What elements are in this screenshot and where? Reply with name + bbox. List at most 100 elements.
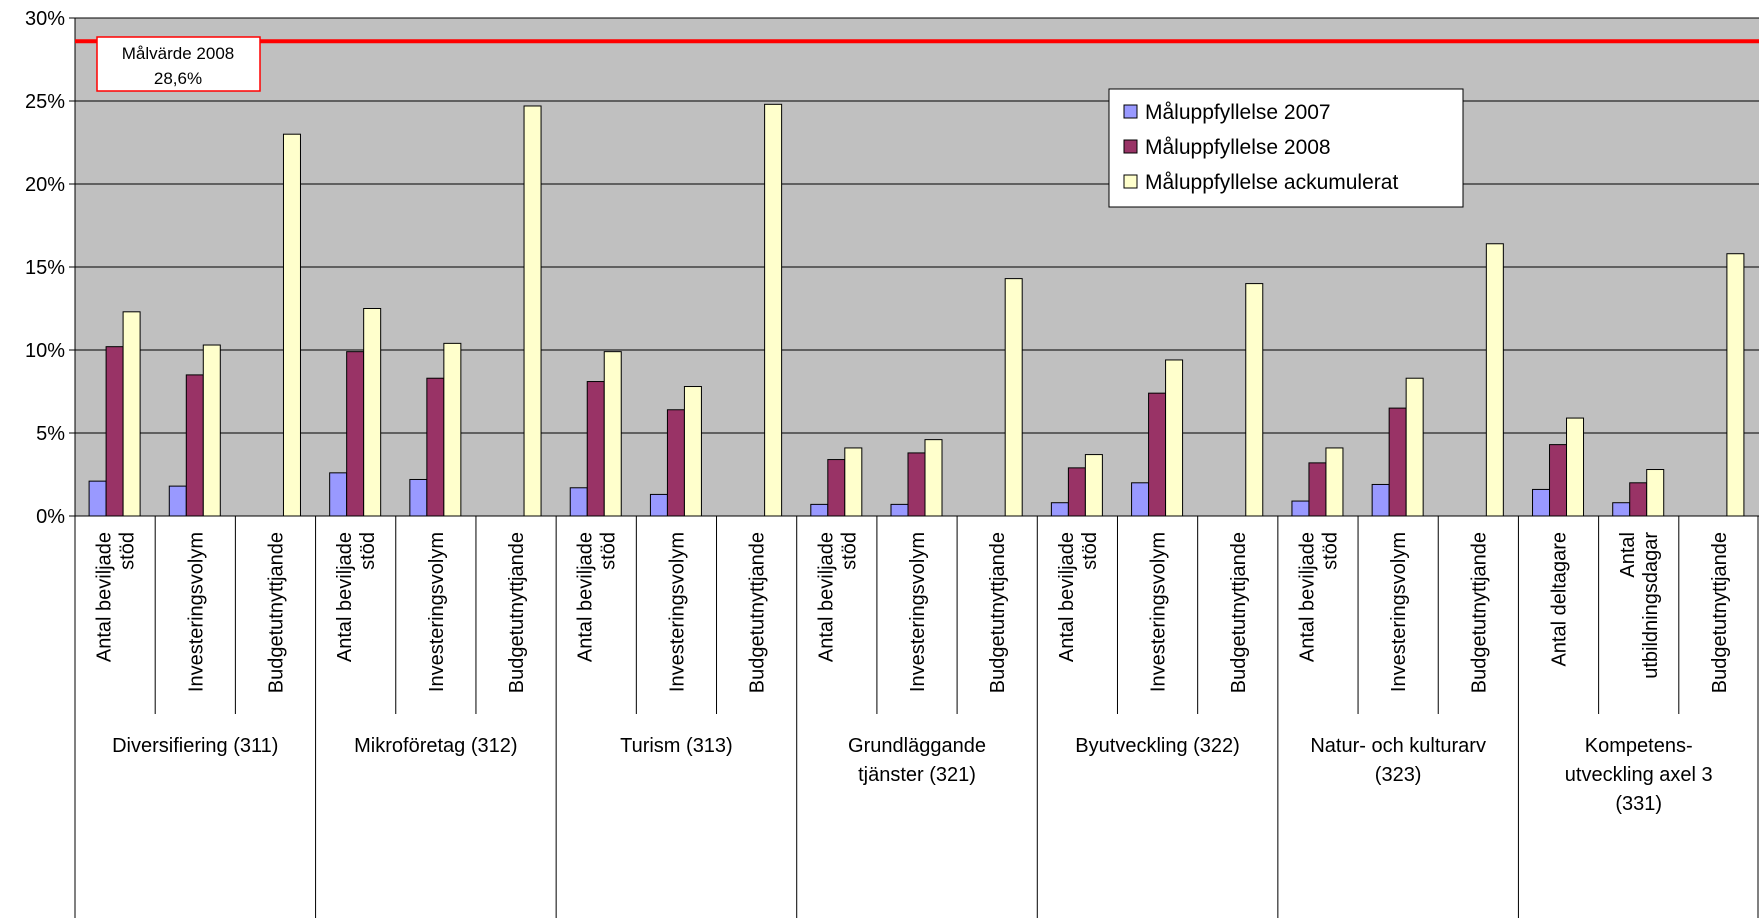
category-label: stöd	[598, 532, 620, 570]
group-label: tjänster (321)	[858, 764, 976, 786]
category-label: Investeringsvolym	[1148, 532, 1170, 692]
category-label: Antal beviljade	[575, 532, 597, 662]
bar	[1325, 447, 1344, 517]
bar	[683, 386, 702, 517]
bar	[569, 487, 588, 517]
bar	[202, 344, 221, 517]
category-label: Antal deltagare	[1549, 532, 1571, 667]
group-label: utveckling axel 3	[1565, 764, 1713, 786]
bar	[1050, 502, 1069, 517]
bar	[1371, 483, 1390, 517]
group-label: Grundläggande	[848, 735, 986, 757]
bar	[1308, 462, 1327, 517]
bar	[1532, 488, 1551, 517]
category-label: stöd	[1319, 532, 1341, 570]
category-label: Budgetutnyttjande	[1709, 532, 1731, 693]
bar	[603, 351, 622, 517]
bar	[1485, 243, 1504, 517]
bar	[185, 374, 204, 517]
bar	[105, 346, 124, 517]
legend-label: Måluppfyllelse 2008	[1145, 136, 1331, 159]
y-tick-label: 25%	[25, 91, 65, 113]
bar	[1067, 467, 1086, 517]
category-label: Antal beviljade	[1296, 532, 1318, 662]
category-label: utbildningsdagar	[1640, 532, 1662, 679]
bar	[1629, 482, 1648, 517]
category-label: Budgetutnyttjande	[506, 532, 528, 693]
bar	[1405, 377, 1424, 517]
group-label: (323)	[1375, 764, 1422, 786]
category-label: Antal	[1617, 532, 1639, 578]
category-label: Antal beviljade	[815, 532, 837, 662]
bar	[1291, 500, 1310, 517]
target-label: Målvärde 2008	[122, 44, 234, 63]
group-label: Mikroföretag (312)	[354, 735, 517, 757]
y-tick-label: 10%	[25, 340, 65, 362]
category-label: Investeringsvolym	[426, 532, 448, 692]
bar	[1566, 417, 1585, 517]
bar	[426, 377, 445, 517]
group-label: Turism (313)	[620, 735, 733, 757]
category-label: Antal beviljade	[1056, 532, 1078, 662]
group-label: Diversifiering (311)	[112, 735, 278, 757]
category-label: stöd	[117, 532, 139, 570]
group-label: Kompetens-	[1585, 735, 1693, 757]
bar	[1004, 278, 1023, 517]
category-label: stöd	[838, 532, 860, 570]
bar	[346, 351, 365, 517]
category-label: Antal beviljade	[94, 532, 116, 662]
bar	[1148, 392, 1167, 517]
bar	[523, 105, 542, 517]
bar	[810, 503, 829, 517]
group-label: Natur- och kulturarv	[1310, 735, 1486, 757]
category-label: Budgetutnyttjande	[747, 532, 769, 693]
bar	[586, 381, 605, 517]
x-axis: Antal beviljade stöd Investeringsvolym Budg…	[74, 515, 1759, 918]
y-tick-label: 30%	[25, 8, 65, 30]
category-label: Budgetutnyttjande	[1468, 532, 1490, 693]
category-label: Budgetutnyttjande	[265, 532, 287, 693]
bar	[649, 493, 668, 517]
group-label: (331)	[1615, 793, 1662, 815]
bar	[1084, 454, 1103, 517]
target-label-box	[96, 36, 261, 92]
bar	[122, 311, 141, 517]
legend-swatch	[1123, 139, 1138, 154]
category-label: stöd	[1079, 532, 1101, 570]
category-label: Budgetutnyttjande	[987, 532, 1009, 693]
legend-box	[1108, 88, 1464, 208]
bar	[1612, 502, 1631, 517]
y-axis: 0% 5% 10% 15% 20% 25% 30%	[25, 8, 76, 528]
bar	[666, 409, 685, 517]
y-tick-label: 20%	[25, 174, 65, 196]
category-label: stöd	[357, 532, 379, 570]
bar	[443, 342, 462, 517]
legend: Måluppfyllelse 2007 Måluppfyllelse 2008 Må…	[1108, 88, 1464, 208]
category-label: Budgetutnyttjande	[1228, 532, 1250, 693]
y-tick-label: 15%	[25, 257, 65, 279]
target-value-label: 28,6%	[154, 69, 202, 88]
bar	[924, 439, 943, 517]
category-label: Investeringsvolym	[907, 532, 929, 692]
bar	[1131, 482, 1150, 517]
legend-swatch	[1123, 174, 1138, 189]
bar	[282, 133, 301, 517]
y-tick-label: 5%	[36, 423, 65, 445]
bar	[168, 485, 187, 517]
bar	[363, 308, 382, 517]
bar	[1165, 359, 1184, 517]
bar	[1726, 253, 1745, 517]
bar	[1388, 407, 1407, 517]
bar	[1549, 444, 1568, 517]
legend-swatch	[1123, 104, 1138, 119]
group-label: Byutveckling (322)	[1075, 735, 1240, 757]
bars	[88, 103, 1745, 517]
bar	[88, 480, 107, 517]
category-label: Investeringsvolym	[185, 532, 207, 692]
category-label: Investeringsvolym	[1388, 532, 1410, 692]
bar	[1245, 283, 1264, 517]
target-line-group: Målvärde 2008 28,6%	[75, 36, 1759, 92]
category-label: Antal beviljade	[334, 532, 356, 662]
bar	[907, 452, 926, 517]
